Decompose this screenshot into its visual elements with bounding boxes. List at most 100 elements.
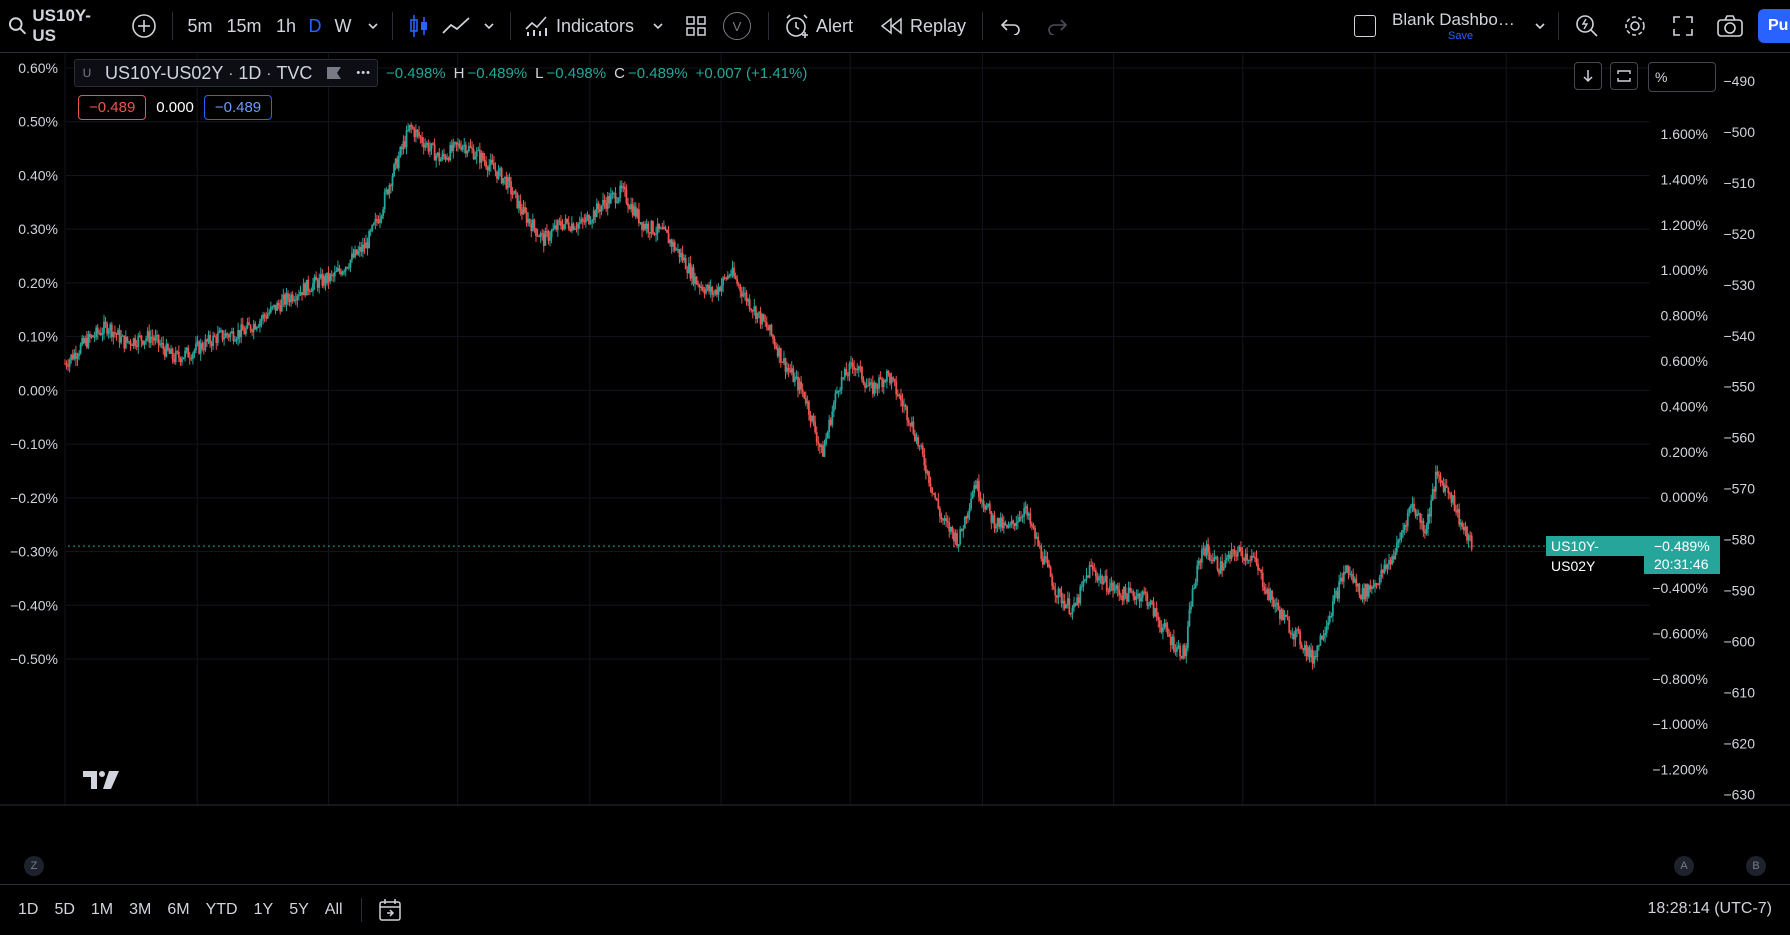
scroll-to-latest-button[interactable]	[1574, 62, 1602, 90]
redo-button[interactable]	[1042, 0, 1072, 52]
candle-body	[965, 516, 968, 519]
layouts-button[interactable]	[682, 0, 710, 52]
candle-body	[1342, 571, 1345, 582]
candle-body	[1328, 615, 1331, 623]
tradingview-logo[interactable]	[82, 769, 122, 796]
range-1y[interactable]: 1Y	[253, 901, 274, 918]
publish-button[interactable]: Pu	[1758, 0, 1790, 52]
range-5d[interactable]: 5D	[54, 901, 75, 918]
replay-button[interactable]: Replay	[880, 0, 970, 52]
sell-price-box[interactable]: −0.489	[78, 95, 147, 120]
chart-type-dropdown[interactable]	[478, 0, 500, 52]
candle-body	[574, 228, 576, 230]
candle-body	[929, 482, 932, 488]
candle-body	[245, 328, 247, 335]
interval-1h[interactable]: 1h	[272, 0, 300, 52]
chart-pane[interactable]: 0.60% 0.50% 0.40% 0.30% 0.20% 0.10% 0.00% −0.10…	[0, 53, 1790, 822]
range-all[interactable]: All	[324, 901, 343, 918]
candle-body	[588, 214, 590, 224]
settings-button[interactable]	[1618, 0, 1652, 52]
refresh-scale-icon	[1617, 70, 1631, 82]
candle-body	[64, 363, 66, 365]
candle-body	[1277, 602, 1280, 610]
candle-body	[1350, 573, 1353, 575]
candle-body	[1225, 557, 1228, 560]
alert-button[interactable]: Alert	[784, 0, 858, 52]
last-price-label: −0.489% 20:31:46	[1644, 536, 1720, 575]
candle-body	[750, 309, 753, 311]
a-button[interactable]: A	[1674, 856, 1694, 876]
range-3m[interactable]: 3M	[129, 901, 152, 918]
candle-body	[1389, 559, 1392, 565]
gear-icon	[1625, 16, 1645, 36]
z-button[interactable]: Z	[24, 856, 44, 876]
layout-name-button[interactable]: Blank Dashbo… Save	[1392, 0, 1522, 52]
candle-body	[321, 274, 324, 286]
symbol-legend[interactable]: U US10Y-US02Y · 1D · TVC •••	[74, 59, 378, 87]
compare-symbol-button[interactable]	[128, 0, 160, 52]
interval-dropdown[interactable]	[362, 0, 384, 52]
buy-price-box[interactable]: −0.489	[203, 95, 273, 120]
layout-checkbox[interactable]	[1350, 0, 1380, 52]
line-chart-type-button[interactable]	[440, 0, 472, 52]
templates-button[interactable]: V	[722, 0, 752, 52]
candle-body	[1029, 513, 1032, 525]
snapshot-button[interactable]	[1712, 0, 1748, 52]
undo-button[interactable]	[996, 0, 1026, 52]
interval-15m[interactable]: 15m	[224, 0, 264, 52]
b-button[interactable]: B	[1746, 856, 1766, 876]
candle-body	[432, 143, 434, 145]
candle-body	[1210, 559, 1213, 561]
interval-d[interactable]: D	[306, 0, 324, 52]
candle-body	[1152, 601, 1155, 617]
candle-body	[453, 142, 456, 144]
range-5y[interactable]: 5Y	[289, 901, 309, 918]
interval-5m[interactable]: 5m	[185, 0, 215, 52]
candle-body	[938, 508, 941, 517]
candle-body	[496, 171, 498, 179]
candle-body	[346, 267, 349, 269]
interval-w[interactable]: W	[332, 0, 354, 52]
candle-body	[1280, 609, 1283, 619]
candle-body	[213, 335, 216, 337]
candle-body	[953, 532, 955, 542]
candle-body	[1162, 627, 1164, 633]
range-1d[interactable]: 1D	[18, 901, 39, 918]
price-chart[interactable]: 0.60% 0.50% 0.40% 0.30% 0.20% 0.10% 0.00% −0.10…	[0, 53, 1790, 808]
candle-body	[1252, 555, 1255, 558]
candle-body	[131, 344, 133, 346]
candle-body	[162, 342, 165, 350]
candle-body	[789, 370, 792, 373]
range-6m[interactable]: 6M	[167, 901, 190, 918]
candle-body	[770, 324, 773, 336]
symbol-search[interactable]: US10Y-US	[8, 0, 112, 52]
candle-body	[747, 299, 749, 302]
candle-body	[218, 330, 221, 333]
candle-body	[1400, 532, 1403, 539]
indicators-dropdown[interactable]	[648, 0, 668, 52]
more-options-icon[interactable]: •••	[356, 67, 371, 79]
layout-dropdown[interactable]	[1528, 0, 1552, 52]
candle-body	[868, 382, 871, 386]
candle-body	[414, 130, 417, 137]
candle-body	[291, 294, 294, 301]
far-axis-label: −490	[1723, 73, 1755, 89]
auto-scale-button[interactable]	[1610, 62, 1638, 90]
candle-body	[661, 227, 664, 230]
go-to-date-icon[interactable]	[378, 898, 404, 922]
candle-body	[1388, 559, 1390, 565]
indicators-button[interactable]: Indicators	[524, 0, 640, 52]
candle-body	[1034, 527, 1036, 539]
candle-body	[984, 505, 987, 510]
quick-search-button[interactable]	[1570, 0, 1604, 52]
clock-timezone[interactable]: 18:28:14 (UTC-7)	[1648, 900, 1773, 918]
candle-body	[1055, 595, 1058, 598]
fullscreen-button[interactable]	[1666, 0, 1700, 52]
candle-body	[817, 441, 820, 444]
publish-label: Pu	[1768, 17, 1789, 34]
range-ytd[interactable]: YTD	[205, 901, 238, 918]
range-1m[interactable]: 1M	[90, 901, 114, 918]
candles-chart-type-button[interactable]	[404, 0, 434, 52]
scale-mode-selector[interactable]: %	[1648, 62, 1716, 92]
candle-body	[1455, 510, 1458, 513]
